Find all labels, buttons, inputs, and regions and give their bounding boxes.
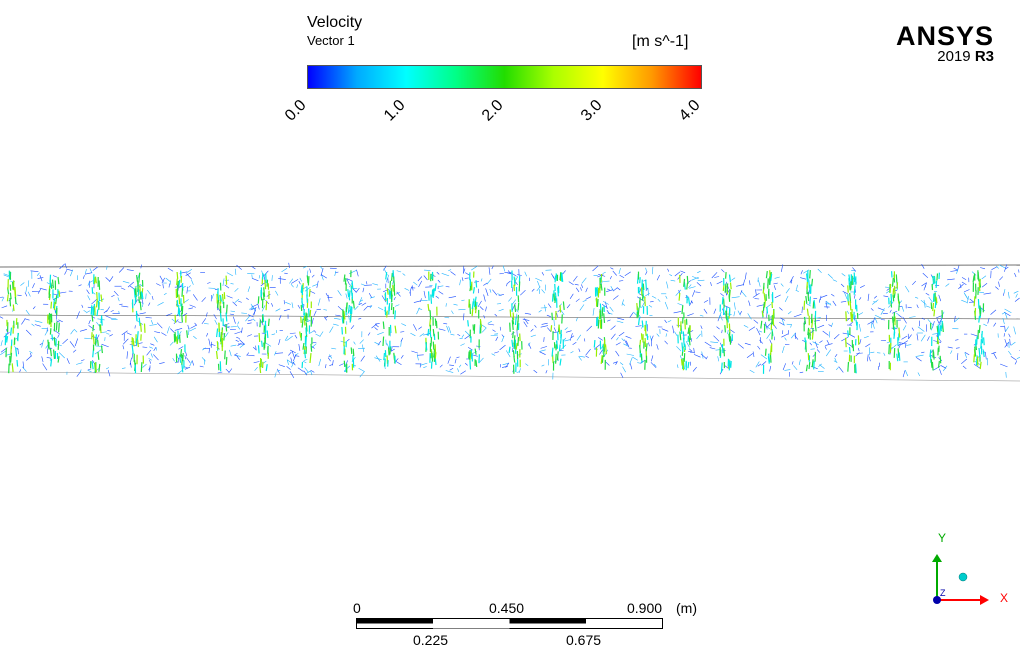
axis-triad: Y X Z <box>932 531 1008 605</box>
logo-version-year: 2019 <box>937 48 971 65</box>
logo-version: 2019 R3 <box>896 49 994 65</box>
scale-label-675: 0.675 <box>566 632 602 648</box>
legend-tick-1: 1.0 <box>380 96 409 125</box>
velocity-vector-field[interactable] <box>0 258 1020 388</box>
logo-brand: ANSYS <box>895 21 994 51</box>
legend-tick-3: 3.0 <box>577 96 606 125</box>
ansys-logo: ANSYS 2019 R3 <box>896 23 994 65</box>
y-axis-label: Y <box>938 531 946 545</box>
legend-units: [m s^-1] <box>632 33 689 50</box>
scale-label-225: 0.225 <box>413 632 449 648</box>
x-axis-label: X <box>1000 591 1008 605</box>
logo-version-release: R3 <box>974 48 994 65</box>
legend-subtitle: Vector 1 <box>307 33 355 48</box>
legend-tick-2: 2.0 <box>478 96 507 125</box>
scale-bar-segments <box>356 618 663 629</box>
z-axis-label: Z <box>940 588 946 598</box>
legend-title: Velocity <box>307 14 363 31</box>
scale-label-0: 0 <box>353 600 361 616</box>
scale-label-450: 0.450 <box>489 600 525 616</box>
color-scale-bar <box>307 65 702 89</box>
scale-unit: (m) <box>676 600 697 616</box>
legend-tick-4: 4.0 <box>675 96 704 125</box>
legend-tick-0: 0.0 <box>281 96 310 125</box>
length-scale-bar: 0 0.450 0.900 (m) 0.225 0.675 <box>353 600 697 650</box>
scale-label-900: 0.900 <box>627 600 663 616</box>
